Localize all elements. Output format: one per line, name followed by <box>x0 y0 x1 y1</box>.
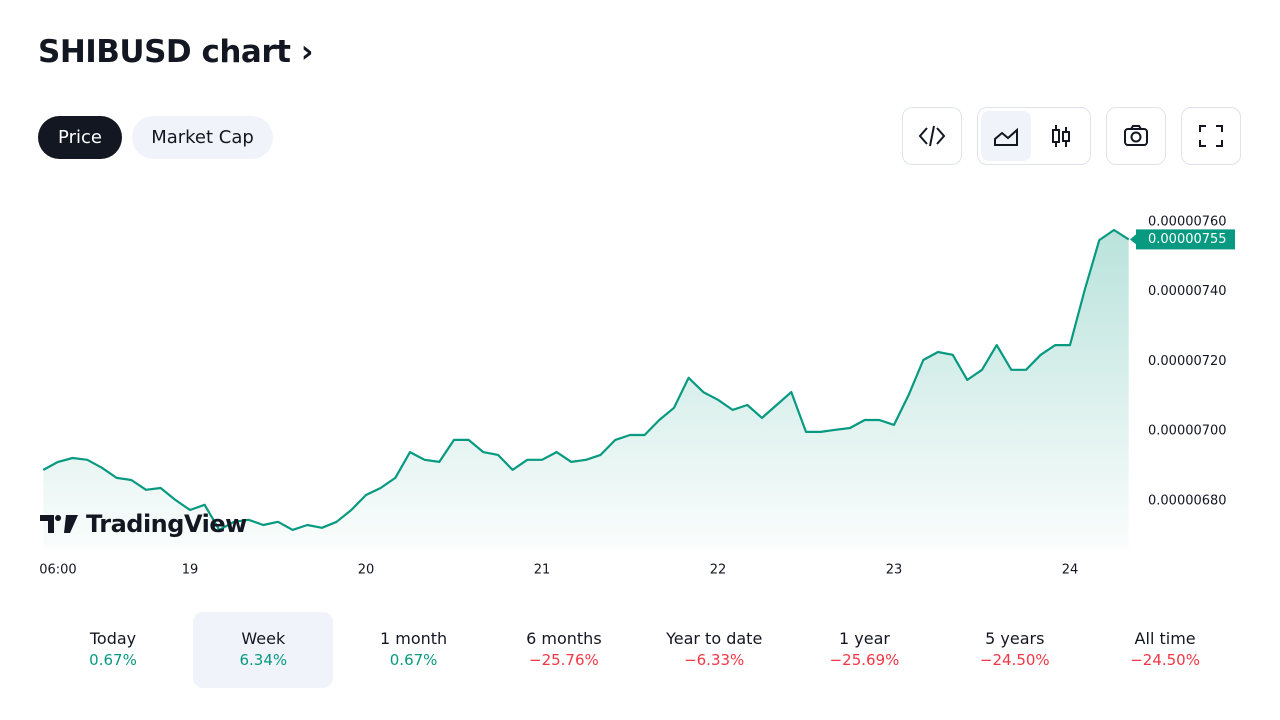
period-name[interactable]: All time <box>1134 629 1196 648</box>
period-name[interactable]: Today <box>89 629 137 648</box>
x-tick-label: 19 <box>182 563 199 578</box>
period-change[interactable]: −25.69% <box>829 651 900 669</box>
chart: 0.00000680 0.00000700 0.00000720 0.00000740… <box>39 214 1235 578</box>
y-tick-label: 0.00000740 <box>1148 284 1227 299</box>
fullscreen-button[interactable] <box>1181 107 1241 165</box>
icon <box>1199 125 1223 147</box>
period-change[interactable]: −24.50% <box>1130 651 1200 669</box>
period-name[interactable]: 5 years <box>985 629 1045 648</box>
period-name[interactable]: Year to date <box>666 629 763 648</box>
x-tick-label: 06:00 <box>39 563 76 578</box>
area-style-button[interactable] <box>981 111 1031 161</box>
y-tick-label: 0.00000700 <box>1148 424 1227 439</box>
area <box>43 230 1129 548</box>
x-tick-label: 24 <box>1062 563 1079 578</box>
period-change[interactable]: −6.33% <box>684 651 745 669</box>
x-tick-label: 21 <box>534 563 551 578</box>
period-change[interactable]: 0.67% <box>89 651 137 669</box>
price-tag <box>1136 229 1235 250</box>
period[interactable]: Year to date −6.33% <box>644 612 784 688</box>
period-name[interactable]: 1 year <box>839 629 890 648</box>
period-change[interactable]: −24.50% <box>979 651 1050 669</box>
candle-style-button[interactable] <box>1036 111 1086 161</box>
price-tag-arrow <box>1130 234 1136 245</box>
period[interactable]: 6 months −25.76% <box>494 612 634 688</box>
icon <box>918 125 946 147</box>
icon <box>1124 125 1148 146</box>
y-tick-label: 0.00000680 <box>1148 493 1227 508</box>
embed-button[interactable] <box>902 107 962 165</box>
period-change[interactable]: 6.34% <box>239 651 288 669</box>
line <box>42 228 1130 531</box>
period[interactable]: 1 year −25.69% <box>795 612 935 688</box>
tab[interactable]: Market Cap <box>132 116 273 159</box>
period-name[interactable]: Week <box>241 629 286 648</box>
period[interactable]: 5 years −24.50% <box>945 612 1085 688</box>
period-change[interactable]: −25.76% <box>529 651 599 669</box>
x-tick-label: 23 <box>886 563 903 578</box>
x-tick-label: 20 <box>358 563 375 578</box>
icon <box>994 127 1018 146</box>
period-change[interactable]: 0.67% <box>389 651 438 669</box>
period-name[interactable]: 6 months <box>526 629 602 648</box>
x-tick-label: 22 <box>710 563 727 578</box>
period[interactable]: 1 month 0.67% <box>344 612 484 688</box>
price-label: 0.00000755 <box>1148 232 1227 247</box>
period[interactable]: Week 6.34% <box>193 612 334 688</box>
icon <box>1052 125 1070 147</box>
watermark: TradingView <box>86 510 247 538</box>
period[interactable]: All time −24.50% <box>1095 612 1235 688</box>
tab[interactable]: Price <box>38 116 122 159</box>
period-name[interactable]: 1 month <box>379 629 448 648</box>
watermark-logo <box>40 515 78 533</box>
period[interactable]: Today 0.67% <box>43 612 183 688</box>
y-tick-label: 0.00000720 <box>1148 354 1227 369</box>
snapshot-button[interactable] <box>1106 107 1166 165</box>
chart-style-group <box>977 107 1091 165</box>
title-text[interactable]: SHIBUSD chart <box>38 34 291 70</box>
y-tick-label: 0.00000760 <box>1148 214 1227 229</box>
title[interactable]: SHIBUSD chart › <box>38 34 314 70</box>
